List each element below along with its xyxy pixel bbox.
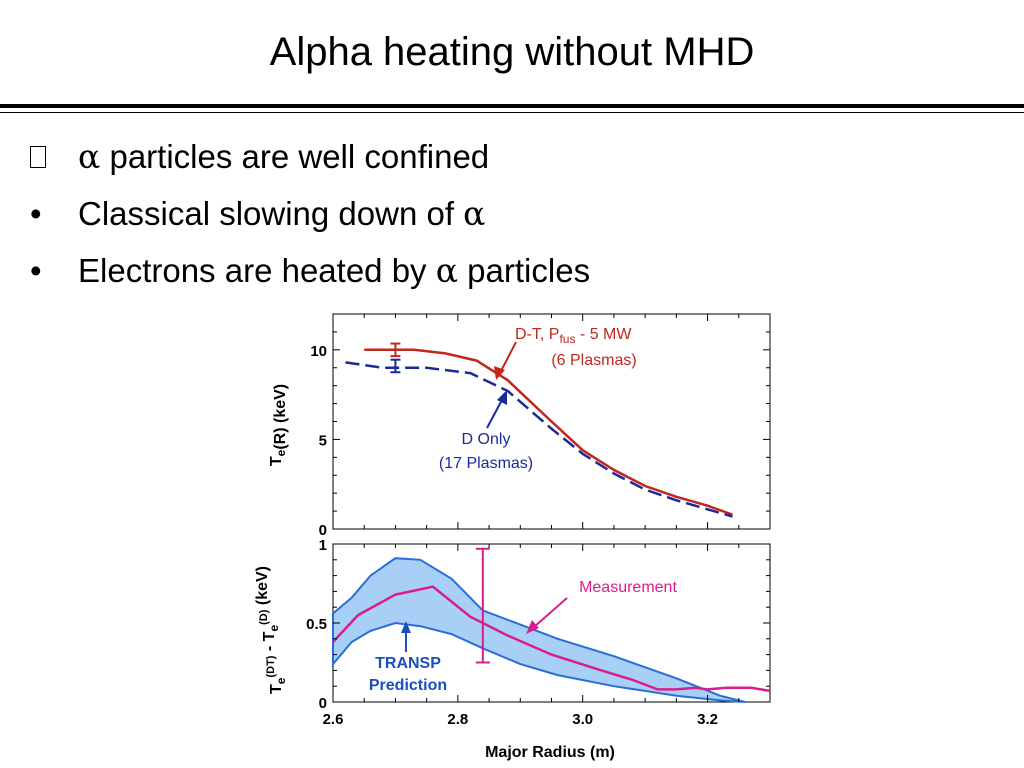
d-only-legend-label: D Only <box>462 431 511 448</box>
bullet-item: • Electrons are heated by α particles <box>30 242 1010 299</box>
transp-legend-sublabel: Prediction <box>369 677 447 694</box>
d-only-arrow-line <box>486 397 504 429</box>
te-difference-plot: 0 0.5 1 2.6 2.8 3.0 3.2 Measurement TRANSP Predic… <box>306 537 771 728</box>
dt-legend-label: D-T, Pfus - 5 MW <box>515 326 632 346</box>
slide-title: Alpha heating without MHD <box>269 30 755 74</box>
dt-arrow-line <box>499 341 517 374</box>
te-profile-plot: 0 5 10 D-T, Pfus - 5 MW (6 Plasmas) D Only (17… <box>310 313 771 539</box>
axis-labels: Te(R) (keV) Te(DT) - Te(D) (keV) Major R… <box>254 384 615 761</box>
top-ylabel: Te(R) (keV) <box>268 384 289 466</box>
x-tick-label: 3.0 <box>572 711 593 728</box>
transp-legend-label: TRANSP <box>375 655 441 672</box>
alpha-symbol: α <box>435 251 459 290</box>
bullet-box-glyph <box>30 128 78 185</box>
dt-legend-sublabel: (6 Plasmas) <box>551 352 636 369</box>
bottom-ylabel: Te(DT) - Te(D) (keV) <box>254 566 288 694</box>
y-tick-label: 1 <box>319 537 327 554</box>
alpha-symbol: α <box>78 137 101 176</box>
y-tick-label: 10 <box>310 343 327 360</box>
d-only-profile-line <box>345 361 733 518</box>
title-divider-thin <box>0 112 1024 113</box>
y-tick-label: 0 <box>319 522 327 539</box>
y-tick-label: 0 <box>319 695 327 712</box>
transp-prediction-band <box>332 557 746 703</box>
transp-arrow-head <box>401 621 411 633</box>
dt-arrow-head <box>494 366 505 380</box>
bullet-item: α particles are well confined <box>30 128 1010 185</box>
xaxis-label: Major Radius (m) <box>485 744 615 761</box>
x-tick-label: 3.2 <box>697 711 718 728</box>
measurement-line <box>332 585 771 693</box>
y-tick-label: 0.5 <box>306 616 327 633</box>
bullet-text: Electrons are heated by α particles <box>78 251 591 290</box>
bullet-text: Classical slowing down of α <box>78 194 486 233</box>
bullet-dot: • <box>30 195 42 232</box>
x-tick-label: 2.8 <box>447 711 468 728</box>
measurement-arrow-head <box>526 620 539 634</box>
bullet-item: • Classical slowing down of α <box>30 185 1010 242</box>
bullet-text: α particles are well confined <box>78 137 490 176</box>
title-divider-thick <box>0 104 1024 108</box>
measurement-arrow-line <box>533 597 568 628</box>
dt-profile-line <box>364 348 733 516</box>
bullet-list: α particles are well confined • Classica… <box>30 128 1010 299</box>
alpha-symbol: α <box>463 194 486 233</box>
bullet-dot: • <box>30 252 42 289</box>
x-tick-label: 2.6 <box>323 711 344 728</box>
y-tick-label: 5 <box>319 432 327 449</box>
d-only-legend-sublabel: (17 Plasmas) <box>439 455 533 472</box>
measurement-legend-label: Measurement <box>579 579 677 596</box>
d-only-arrow-head <box>497 390 507 405</box>
